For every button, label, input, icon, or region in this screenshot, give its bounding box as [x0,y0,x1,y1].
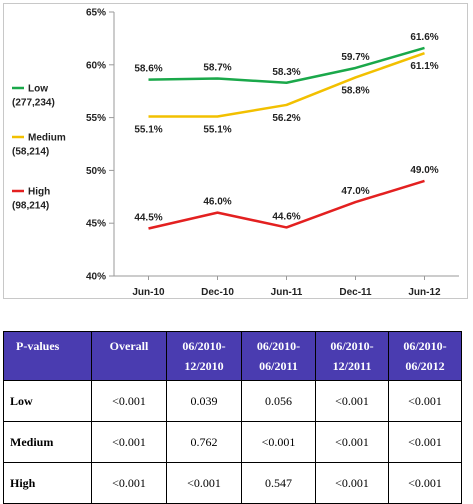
data-label: 56.2% [272,113,300,124]
y-tick-label: 60% [86,60,106,71]
legend-count-medium: (58,214) [12,147,49,158]
header-pvalues: P-values [3,331,92,381]
data-label: 58.7% [203,63,231,74]
y-tick-label: 45% [86,219,106,230]
header-period-2: 06/2010- 06/2011 [241,331,316,381]
line-chart: 40% 45% 50% 55% 60% 65% Jun-10 Dec-10 Jun-11 Dec-… [12,8,459,298]
data-label: 58.8% [341,85,369,96]
data-label: 55.1% [203,125,231,136]
data-label: 44.6% [272,211,300,222]
legend-label-high: High [28,187,50,198]
x-tick-label: Dec-11 [339,287,372,298]
table-cell: 0.547 [241,462,316,504]
y-tick-label: 65% [86,8,106,19]
header-pvalues-label: P-values [16,339,60,353]
series-line-high [148,179,425,230]
data-label: 49.0% [410,165,438,176]
header-period-2-line1: 06/2010- [256,339,301,353]
header-period-4: 06/2010- 06/2012 [388,331,462,381]
header-period-4-line2: 06/2012 [405,359,445,373]
data-label: 61.6% [410,32,438,43]
x-tick-label: Jun-12 [408,287,441,298]
legend-count-low: (277,234) [12,98,55,109]
table-cell: <0.001 [241,421,316,463]
header-overall-label: Overall [109,339,149,353]
table-cell: <0.001 [388,380,462,422]
series-line-medium [148,52,425,118]
legend-label-medium: Medium [28,133,66,144]
data-label: 44.5% [134,212,162,223]
legend-label-low: Low [28,84,48,95]
header-period-3-line2: 12/2011 [332,359,372,373]
table-row-medium: Medium <0.001 0.762 <0.001 <0.001 <0.001 [3,421,462,463]
data-label: 55.1% [134,125,162,136]
header-period-1-line1: 06/2010- [182,339,226,353]
pvalue-table: P-values Overall 06/2010- 12/2010 06/2010… [3,331,462,504]
table-cell: <0.001 [388,421,462,463]
data-label: 58.3% [272,67,300,78]
data-label: 59.7% [341,52,369,63]
table-cell: <0.001 [166,462,242,504]
data-label: 47.0% [341,186,369,197]
table-cell: <0.001 [315,462,389,504]
table-cell: <0.001 [388,462,462,504]
data-label: 58.6% [134,64,162,75]
table-cell: <0.001 [91,462,167,504]
row-label-medium: Medium [3,421,92,463]
y-tick-label: 40% [86,272,106,283]
row-label-high: High [3,462,92,504]
header-period-3-line1: 06/2010- [330,339,374,353]
table-cell: <0.001 [91,421,167,463]
table-cell: 0.056 [241,380,316,422]
x-tick-label: Dec-10 [201,287,234,298]
table-cell: <0.001 [91,380,167,422]
x-tick-label: Jun-10 [132,287,165,298]
series-line-low [148,46,425,85]
legend-count-high: (98,214) [12,201,49,212]
table-cell: <0.001 [315,421,389,463]
table-cell: 0.039 [166,380,242,422]
y-tick-label: 50% [86,166,106,177]
data-label: 46.0% [203,197,231,208]
header-period-1-line2: 12/2010 [184,359,224,373]
chart-frame: 40% 45% 50% 55% 60% 65% Jun-10 Dec-10 Jun-11 Dec-… [3,3,468,299]
row-label-low: Low [3,380,92,422]
header-period-2-line2: 06/2011 [259,359,298,373]
y-tick-label: 55% [86,113,106,124]
x-tick-label: Jun-11 [271,287,303,298]
header-overall: Overall [91,331,167,381]
data-label: 61.1% [410,61,438,72]
table-row-low: Low <0.001 0.039 0.056 <0.001 <0.001 [3,380,462,422]
table-row-high: High <0.001 <0.001 0.547 <0.001 <0.001 [3,462,462,504]
header-period-3: 06/2010- 12/2011 [315,331,389,381]
table-cell: <0.001 [315,380,389,422]
table-header-row: P-values Overall 06/2010- 12/2010 06/2010… [3,331,462,381]
table-cell: 0.762 [166,421,242,463]
header-period-4-line1: 06/2010- [403,339,447,353]
header-period-1: 06/2010- 12/2010 [166,331,242,381]
